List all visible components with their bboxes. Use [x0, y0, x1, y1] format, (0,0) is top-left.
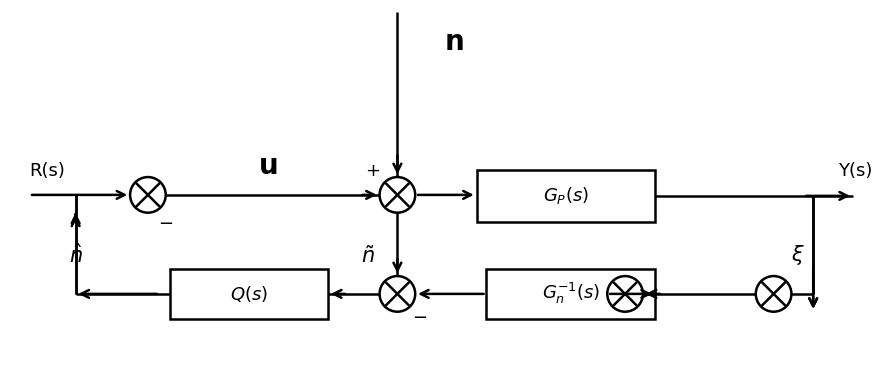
- Text: +: +: [365, 162, 380, 180]
- Text: R(s): R(s): [29, 162, 65, 180]
- Text: $Q(s)$: $Q(s)$: [230, 284, 268, 304]
- Text: $G_n^{-1}(s)$: $G_n^{-1}(s)$: [541, 281, 599, 306]
- Text: u: u: [258, 152, 278, 180]
- Text: −: −: [412, 309, 427, 327]
- Text: $\xi$: $\xi$: [790, 243, 804, 267]
- Text: Y(s): Y(s): [837, 162, 871, 180]
- Bar: [476, 170, 654, 222]
- Text: n: n: [444, 28, 464, 56]
- Text: $\tilde{n}$: $\tilde{n}$: [360, 245, 374, 267]
- Bar: [486, 269, 654, 319]
- Text: $\hat{n}$: $\hat{n}$: [68, 244, 83, 267]
- Text: −: −: [158, 215, 173, 233]
- Bar: [169, 269, 327, 319]
- Text: $G_P(s)$: $G_P(s)$: [542, 185, 588, 206]
